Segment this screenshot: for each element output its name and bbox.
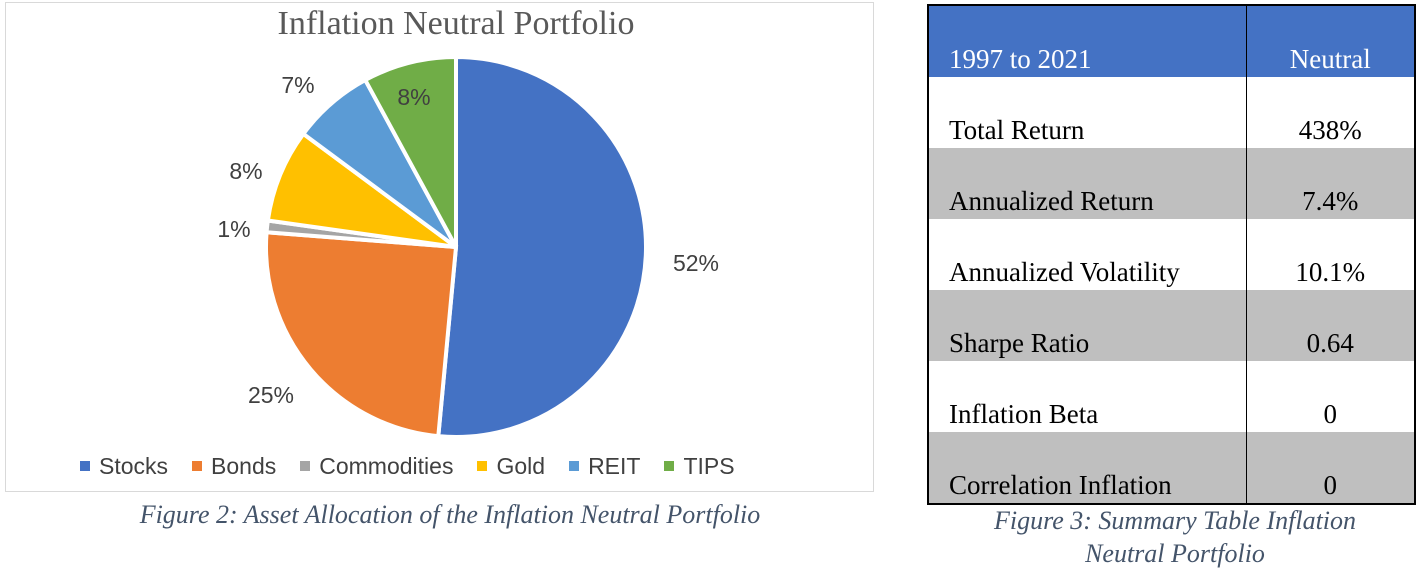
legend-item-stocks: Stocks: [80, 453, 168, 480]
legend-label-reit: REIT: [588, 452, 641, 479]
data-label-stocks: 52%: [673, 250, 719, 276]
data-label-bonds: 25%: [248, 382, 294, 408]
table-row: Annualized Return 7.4%: [928, 148, 1415, 219]
legend-swatch-stocks: [80, 461, 90, 471]
pie-slice-tips: [362, 54, 458, 248]
table-header-period: 1997 to 2021: [928, 5, 1246, 77]
pie-chart-container: Inflation Neutral Portfolio 52% 25% 1% 8% 7%…: [5, 2, 874, 492]
legend-swatch-bonds: [192, 461, 203, 471]
legend-label-tips: TIPS: [683, 452, 735, 479]
table-row: Total Return 438%: [928, 77, 1415, 148]
metric-value: 7.4%: [1245, 148, 1415, 219]
figure-2-caption: Figure 2: Asset Allocation of the Inflat…: [139, 500, 761, 529]
metric-value: 0: [1245, 361, 1415, 432]
table-header-row: 1997 to 2021 Neutral: [928, 5, 1415, 77]
table-row: Annualized Volatility 10.1%: [928, 219, 1415, 290]
data-label-commodities: 1%: [217, 216, 250, 242]
pie-chart: 52% 25% 1% 8% 7% 8%: [217, 54, 719, 439]
figure-3-caption-line-2: Neutral Portfolio: [1085, 539, 1265, 568]
legend-swatch-commodities: [300, 461, 311, 471]
legend-label-bonds: Bonds: [211, 452, 277, 479]
legend-label-stocks: Stocks: [99, 452, 169, 479]
legend-swatch-gold: [477, 461, 488, 471]
legend-item-reit: REIT: [569, 453, 640, 480]
metric-value: 438%: [1245, 77, 1415, 148]
metric-label: Total Return: [949, 115, 1085, 145]
chart-title: Inflation Neutral Portfolio: [277, 5, 635, 42]
legend-item-commodities: Commodities: [300, 453, 453, 480]
metric-value: 0: [1245, 432, 1415, 504]
table-row: Inflation Beta 0: [928, 361, 1415, 432]
metric-label: Annualized Return: [928, 148, 1246, 219]
metric-value: 0.64: [1245, 290, 1415, 361]
legend-label-commodities: Commodities: [319, 452, 454, 479]
table-header-neutral: Neutral: [1245, 5, 1415, 77]
table-row: Correlation Inflation 0: [928, 432, 1415, 504]
data-label-tips: 8%: [397, 84, 430, 110]
figure-3-caption: Figure 3: Summary Table Inflation Neutra…: [935, 504, 1415, 570]
figure-3-caption-line-1: Figure 3: Summary Table Inflation: [993, 506, 1357, 535]
metric-label: Inflation Beta: [949, 399, 1099, 429]
legend-item-gold: Gold: [477, 453, 545, 480]
data-label-gold: 8%: [229, 158, 262, 184]
legend-swatch-reit: [569, 461, 580, 471]
legend-swatch-tips: [664, 461, 675, 471]
metric-label: Sharpe Ratio: [928, 290, 1246, 361]
pie-slice-stocks: [436, 54, 648, 439]
data-label-reit: 7%: [281, 72, 314, 98]
table-row: Sharpe Ratio 0.64: [928, 290, 1415, 361]
legend-label-gold: Gold: [496, 452, 546, 479]
metric-label: Annualized Volatility: [949, 257, 1180, 287]
metric-value: 10.1%: [1245, 219, 1415, 290]
summary-table: 1997 to 2021 Neutral Total Return 438% A…: [927, 4, 1416, 505]
legend-item-tips: TIPS: [664, 452, 735, 480]
chart-legend: Stocks Bonds Commodities Gold REIT TIPS: [80, 451, 759, 481]
legend-item-bonds: Bonds: [192, 453, 276, 480]
metric-label: Correlation Inflation: [928, 432, 1246, 504]
pie-slice-bonds: [264, 230, 459, 439]
